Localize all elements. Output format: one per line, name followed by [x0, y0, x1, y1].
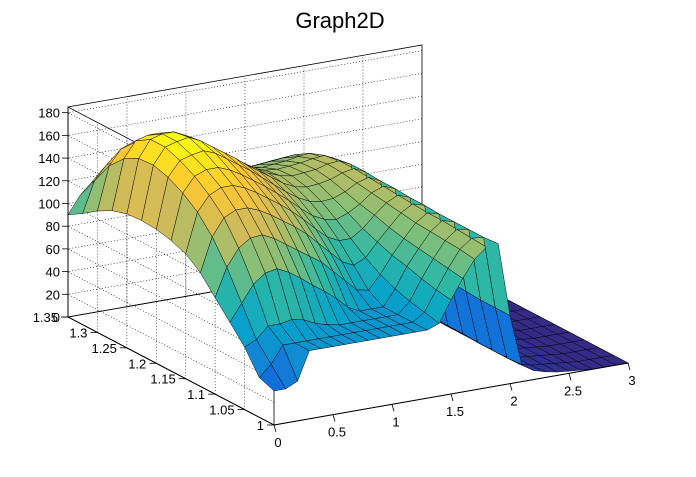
- y-axis-line: [67, 316, 275, 426]
- chart-title: Graph2D: [295, 8, 384, 33]
- z-tick-label: 180: [38, 106, 60, 121]
- x-tick-label: 1.5: [446, 404, 464, 419]
- x-tick-label: 3: [628, 373, 635, 388]
- y-tick-label: 1.1: [187, 387, 205, 402]
- x-tick-label: 1: [392, 414, 399, 429]
- x-tick: [332, 414, 336, 422]
- z-tick-label: 60: [46, 242, 60, 257]
- surface-layer: [67, 131, 629, 392]
- z-tick-label: 0: [53, 310, 60, 325]
- x-tick: [391, 404, 395, 412]
- y-tick-label: 1.35: [33, 310, 58, 325]
- z-tick-label: 140: [38, 151, 60, 166]
- y-tick-label: 1.3: [69, 325, 87, 340]
- x-tick: [627, 362, 631, 371]
- z-tick-label: 120: [38, 174, 60, 189]
- y-tick-label: 1.25: [92, 341, 117, 356]
- z-tick-label: 100: [38, 196, 60, 211]
- x-tick-label: 2.5: [564, 383, 582, 398]
- z-tick-label: 80: [46, 219, 60, 234]
- x-tick: [450, 393, 454, 402]
- y-tick-label: 1.2: [128, 356, 146, 371]
- y-tick-label: 1.05: [209, 403, 234, 418]
- z-tick-label: 160: [38, 128, 60, 143]
- y-tick-label: 1.15: [150, 372, 175, 387]
- x-tick-label: 0.5: [328, 425, 346, 440]
- z-tick-label: 40: [46, 265, 60, 280]
- x-tick: [568, 373, 572, 381]
- axis-layer: 00.511.522.5311.051.11.151.21.251.31.350…: [33, 106, 636, 450]
- x-tick-label: 0: [274, 435, 281, 450]
- z-tick-label: 20: [46, 287, 60, 302]
- x-tick: [509, 383, 513, 391]
- x-tick: [273, 424, 277, 433]
- x-tick-label: 2: [510, 394, 517, 409]
- y-tick-label: 1: [257, 418, 264, 433]
